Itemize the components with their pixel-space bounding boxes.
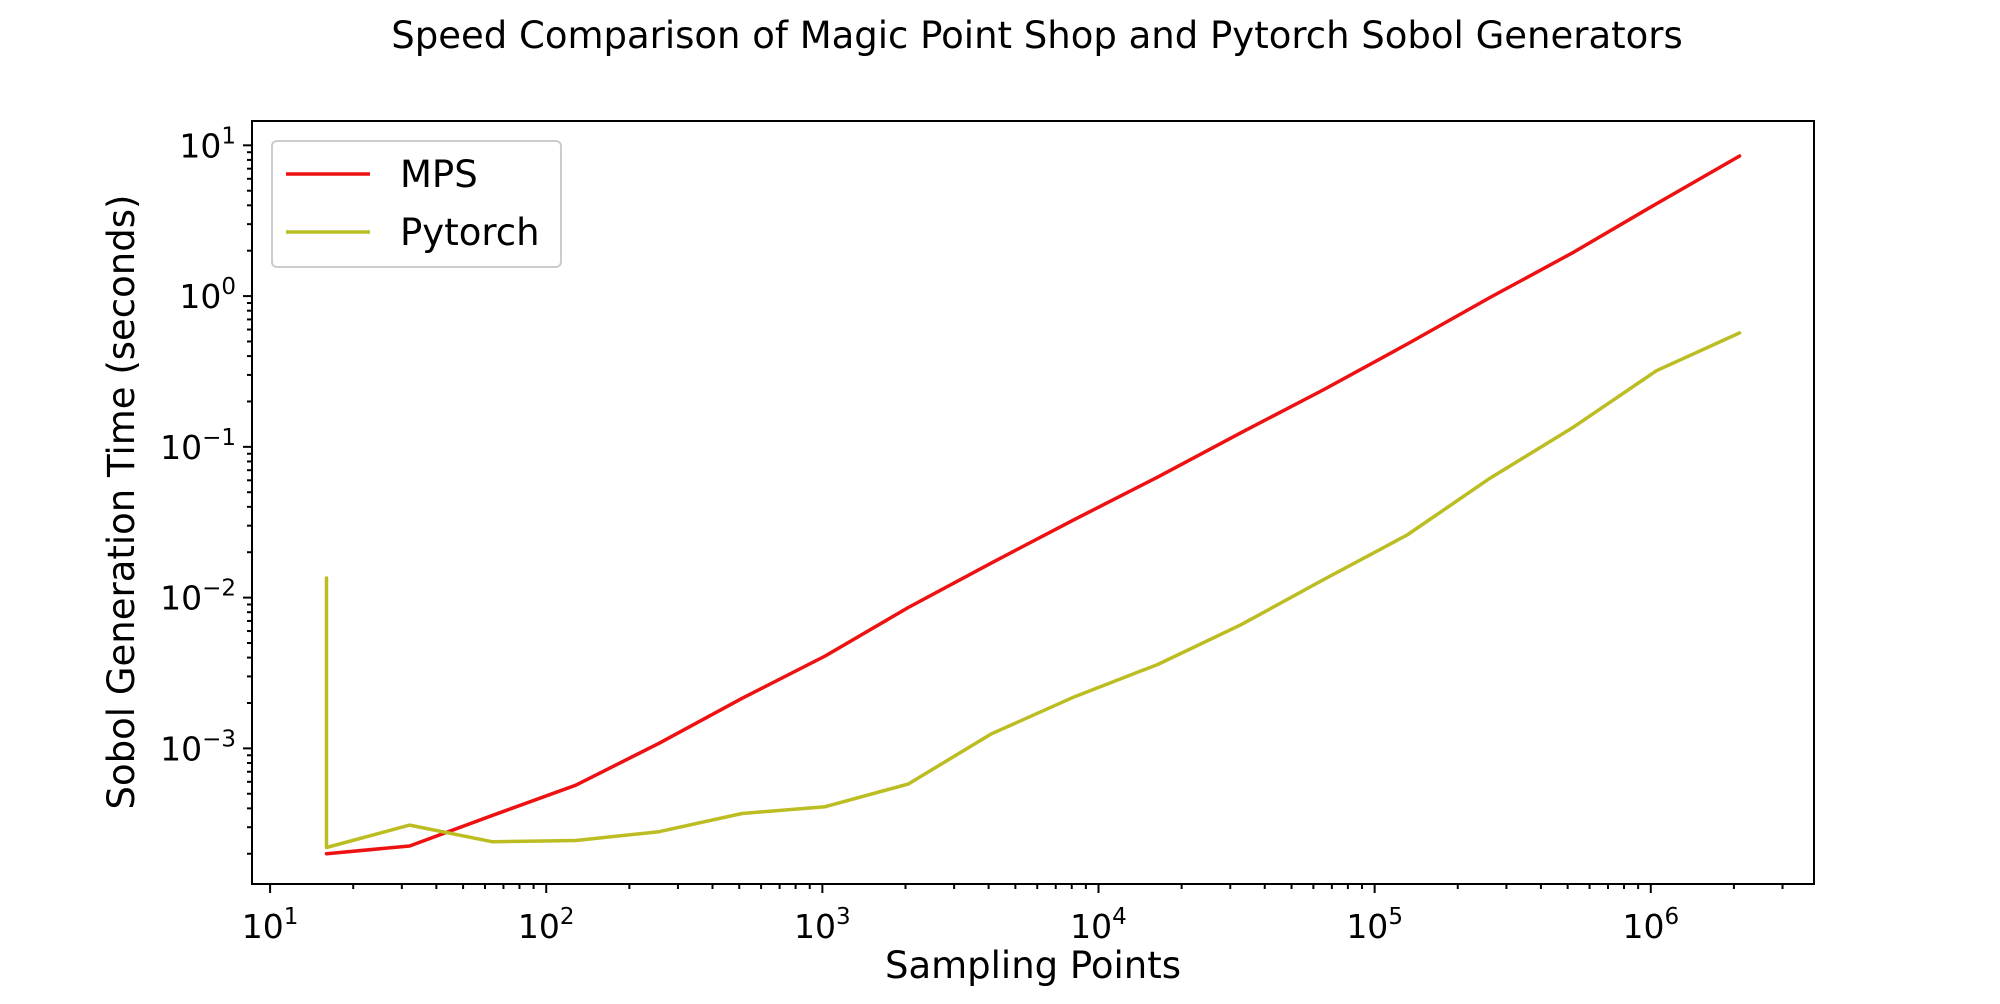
- chart-legend: MPS Pytorch: [271, 140, 562, 268]
- y-tick-label: 10−2: [160, 576, 236, 618]
- y-tick-label: 100: [179, 274, 236, 316]
- x-axis-ticks: 101 102 103 104 105 106: [242, 884, 1784, 946]
- x-axis-label: Sampling Points: [885, 944, 1181, 987]
- legend-label-pytorch: Pytorch: [400, 211, 540, 254]
- y-axis-ticks: 10−3 10−2 10−1 100 101: [160, 123, 252, 855]
- x-tick-label: 106: [1622, 904, 1679, 946]
- y-tick-label: 10−3: [160, 726, 236, 768]
- chart-title: Speed Comparison of Magic Point Shop and…: [391, 14, 1683, 57]
- x-tick-label: 103: [794, 904, 851, 946]
- x-tick-label: 102: [518, 904, 575, 946]
- series-line-mps: [324, 154, 1742, 856]
- series-lines: [324, 154, 1742, 856]
- plot-area-frame: [251, 120, 1815, 885]
- y-tick-label: 101: [179, 123, 236, 165]
- x-tick-label: 104: [1070, 904, 1127, 946]
- legend-label-mps: MPS: [400, 153, 478, 196]
- y-axis-label: Sobol Generation Time (seconds): [100, 195, 143, 810]
- series-line-pytorch: [324, 331, 1742, 850]
- x-tick-label: 105: [1346, 904, 1403, 946]
- y-tick-label: 10−1: [160, 425, 236, 467]
- x-tick-label: 101: [242, 904, 299, 946]
